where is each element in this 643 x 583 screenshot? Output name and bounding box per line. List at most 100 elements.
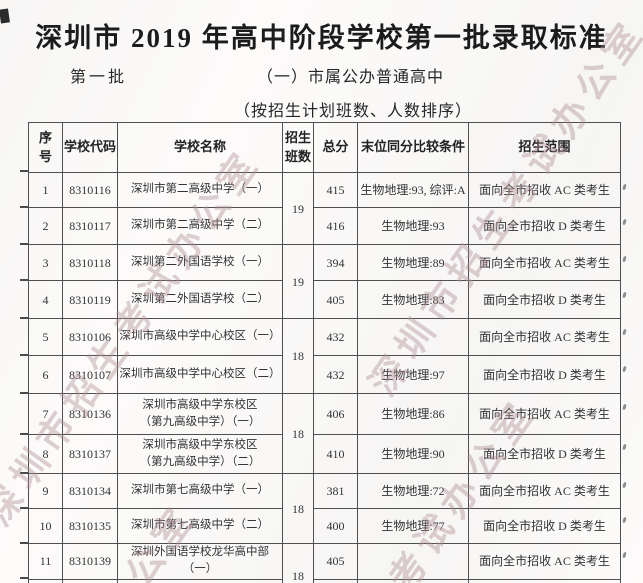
table-row: 5 8310106 深圳市高级中学中心校区（一） 18 432 面向全市招收 A… — [28, 318, 621, 394]
section-label: （一）市属公办普通高中 — [257, 69, 445, 86]
table-row: 1 8310116 深圳市第二高级中学（一） 19 415 生物地理:93, 综… — [28, 172, 621, 245]
cell-name: 深圳市高级中学东校区 （第九高级中学）（一） — [117, 393, 283, 435]
cell-classes-merged: 19 — [282, 244, 314, 319]
table-row: 6 8310107 深圳市高级中学中心校区（二） 432 生物地理:97 面向全… — [28, 355, 621, 394]
cell-scope: 面向全市招收 D 类考生 — [468, 434, 621, 474]
cell-name — [117, 578, 283, 583]
col-header-scope: 招生范围 — [468, 122, 621, 173]
cell-score: 415 — [313, 172, 358, 208]
cell-code: 8310135 — [62, 508, 118, 544]
table-row-cutoff — [28, 578, 621, 583]
table-row: 7 8310136 深圳市高级中学东校区 （第九高级中学）（一） 18 406 … — [28, 393, 621, 474]
cell-condition: 生物地理:93, 综评:A — [357, 172, 469, 208]
scan-tick — [20, 170, 28, 172]
col-header-code: 学校代码 — [62, 122, 118, 173]
table-row: 10 8310135 深圳市第七高级中学（二） 400 生物地理:77 面向全市… — [28, 508, 621, 544]
cell-name: 深圳外国语学校龙华高中部 （一） — [117, 543, 283, 580]
cell-code: 8310139 — [62, 543, 118, 580]
scan-mark — [622, 551, 627, 559]
cell-code: 8310118 — [62, 244, 118, 281]
table-row: 3 8310118 深圳第二外国语学校（一） 19 394 生物地理:89 面向… — [28, 244, 621, 319]
col-header-classes: 招生 班数 — [282, 122, 314, 173]
cell-condition — [357, 543, 469, 580]
cell-condition: 生物地理:83 — [357, 280, 469, 319]
col-header-name: 学校名称 — [117, 122, 283, 173]
table-row: 2 8310117 深圳市第二高级中学（二） 416 生物地理:93 面向全市招… — [28, 207, 621, 245]
scan-mark — [622, 403, 627, 411]
col-header-seq: 序 号 — [28, 122, 63, 173]
scan-tick — [20, 472, 28, 474]
cell-condition: 生物地理:72 — [357, 473, 469, 509]
scan-tick — [20, 317, 28, 319]
cell-code: 8310136 — [62, 393, 118, 435]
cell-score: 394 — [313, 244, 358, 281]
batch-label: 第一批 — [70, 69, 128, 86]
table-row: 9 8310134 深圳市第七高级中学（一） 18 381 生物地理:72 面向… — [28, 473, 621, 544]
cell-name: 深圳第二外国语学校（二） — [117, 280, 283, 319]
scan-tick — [20, 206, 28, 208]
cell-score: 432 — [313, 355, 358, 394]
cell-scope: 面向全市招收 D 类考生 — [468, 508, 621, 544]
cell-code: 8310134 — [62, 473, 118, 509]
cell-scope: 面向全市招收 AC 类考生 — [468, 244, 621, 281]
cell-code: 8310119 — [62, 280, 118, 319]
scan-artifact-corner — [0, 8, 10, 24]
cell-scope: 面向全市招收 AC 类考生 — [468, 172, 621, 208]
scan-mark — [622, 255, 627, 263]
scan-tick — [20, 279, 28, 281]
cell-seq: 2 — [28, 207, 63, 245]
cell-score: 416 — [313, 207, 358, 245]
cell-scope — [468, 578, 621, 583]
cell-code: 8310117 — [62, 207, 118, 245]
admission-standards-table: 序 号 学校代码 学校名称 招生 班数 总分 末位同分比较条件 招生范围 1 8… — [28, 122, 621, 583]
cell-name: 深圳市第七高级中学（二） — [117, 508, 283, 544]
scan-tick — [20, 392, 28, 394]
cell-seq: 3 — [28, 244, 63, 281]
cell-code: 8310137 — [62, 434, 118, 474]
cell-seq: 7 — [28, 393, 63, 435]
scan-mark — [622, 365, 627, 373]
cell-seq: 10 — [28, 508, 63, 544]
cell-score — [313, 578, 358, 583]
cell-seq: 6 — [28, 355, 63, 394]
scan-mark — [622, 481, 627, 489]
cell-code — [62, 578, 118, 583]
table-row: 4 8310119 深圳第二外国语学校（二） 405 生物地理:83 面向全市招… — [28, 280, 621, 319]
cell-scope: 面向全市招收 D 类考生 — [468, 280, 621, 319]
col-header-condition: 末位同分比较条件 — [357, 122, 469, 173]
col-header-score: 总分 — [313, 122, 358, 173]
cell-scope: 面向全市招收 AC 类考生 — [468, 318, 621, 356]
cell-classes-merged: 18 — [282, 318, 314, 394]
cell-seq: 11 — [28, 543, 63, 580]
cell-seq — [28, 578, 63, 583]
cell-name: 深圳市高级中学东校区 （第九高级中学）（二） — [117, 434, 283, 474]
cell-score: 410 — [313, 434, 358, 474]
cell-scope: 面向全市招收 AC 类考生 — [468, 543, 621, 580]
cell-condition — [357, 578, 469, 583]
scan-mark — [622, 218, 627, 226]
cell-scope: 面向全市招收 AC 类考生 — [468, 473, 621, 509]
scan-tick — [20, 577, 28, 579]
scan-tick — [20, 542, 28, 544]
sort-note: （按招生计划班数、人数排序） — [234, 103, 473, 120]
cell-condition: 生物地理:90 — [357, 434, 469, 474]
cell-name: 深圳市第二高级中学（一） — [117, 172, 283, 208]
cell-code: 8310107 — [62, 355, 118, 394]
cell-code: 8310106 — [62, 318, 118, 356]
cell-condition: 生物地理:89 — [357, 244, 469, 281]
cell-seq: 1 — [28, 172, 63, 208]
scan-mark — [622, 328, 627, 336]
table-row: 11 8310139 深圳外国语学校龙华高中部 （一） 18 405 面向全市招… — [28, 543, 621, 583]
cell-scope: 面向全市招收 D 类考生 — [468, 207, 621, 245]
table-row: 8 8310137 深圳市高级中学东校区 （第九高级中学）（二） 410 生物地… — [28, 434, 621, 474]
cell-condition: 生物地理:97 — [357, 355, 469, 394]
cell-score: 432 — [313, 318, 358, 356]
cell-code: 8310116 — [62, 172, 118, 208]
cell-score: 405 — [313, 543, 358, 580]
cell-scope: 面向全市招收 D 类考生 — [468, 355, 621, 394]
cell-seq: 5 — [28, 318, 63, 356]
scan-mark — [622, 443, 627, 451]
cell-name: 深圳市高级中学中心校区（二） — [117, 355, 283, 394]
cell-classes-merged: 18 — [282, 473, 314, 544]
